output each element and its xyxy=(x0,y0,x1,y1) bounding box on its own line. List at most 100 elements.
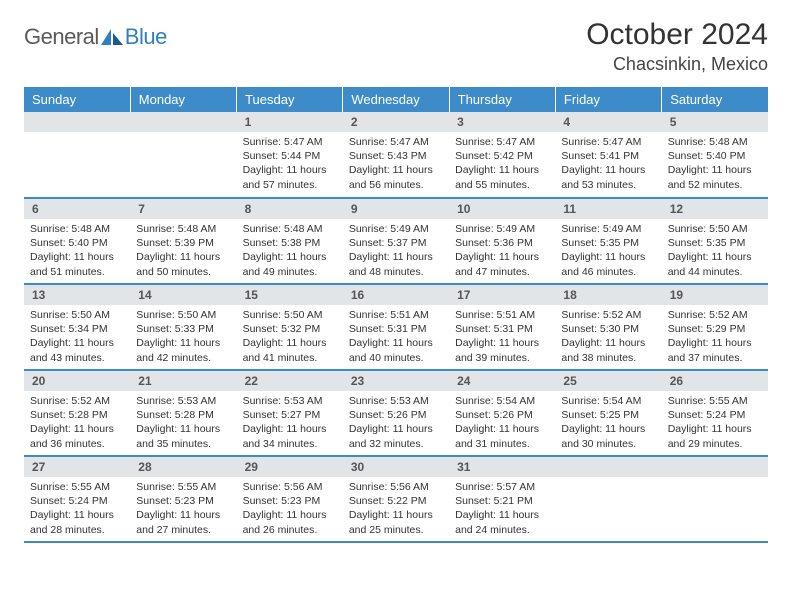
calendar-cell xyxy=(555,456,661,542)
day-number-empty xyxy=(130,112,236,132)
logo: General Blue xyxy=(24,18,167,50)
day-body: Sunrise: 5:52 AMSunset: 5:30 PMDaylight:… xyxy=(555,305,661,369)
day-body: Sunrise: 5:52 AMSunset: 5:28 PMDaylight:… xyxy=(24,391,130,455)
day-body: Sunrise: 5:50 AMSunset: 5:32 PMDaylight:… xyxy=(237,305,343,369)
day-body: Sunrise: 5:53 AMSunset: 5:27 PMDaylight:… xyxy=(237,391,343,455)
day-body: Sunrise: 5:50 AMSunset: 5:34 PMDaylight:… xyxy=(24,305,130,369)
calendar-cell: 20Sunrise: 5:52 AMSunset: 5:28 PMDayligh… xyxy=(24,370,130,456)
day-body: Sunrise: 5:54 AMSunset: 5:25 PMDaylight:… xyxy=(555,391,661,455)
calendar-row: 13Sunrise: 5:50 AMSunset: 5:34 PMDayligh… xyxy=(24,284,768,370)
day-body: Sunrise: 5:47 AMSunset: 5:43 PMDaylight:… xyxy=(343,132,449,196)
day-number: 8 xyxy=(237,199,343,219)
calendar-body: 1Sunrise: 5:47 AMSunset: 5:44 PMDaylight… xyxy=(24,112,768,542)
calendar-cell: 5Sunrise: 5:48 AMSunset: 5:40 PMDaylight… xyxy=(662,112,768,198)
calendar-cell: 28Sunrise: 5:55 AMSunset: 5:23 PMDayligh… xyxy=(130,456,236,542)
day-body: Sunrise: 5:47 AMSunset: 5:41 PMDaylight:… xyxy=(555,132,661,196)
calendar-cell: 2Sunrise: 5:47 AMSunset: 5:43 PMDaylight… xyxy=(343,112,449,198)
day-body: Sunrise: 5:49 AMSunset: 5:35 PMDaylight:… xyxy=(555,219,661,283)
calendar-cell: 26Sunrise: 5:55 AMSunset: 5:24 PMDayligh… xyxy=(662,370,768,456)
logo-text-blue: Blue xyxy=(125,24,167,50)
day-number: 11 xyxy=(555,199,661,219)
calendar-cell: 12Sunrise: 5:50 AMSunset: 5:35 PMDayligh… xyxy=(662,198,768,284)
day-number: 10 xyxy=(449,199,555,219)
day-body: Sunrise: 5:48 AMSunset: 5:38 PMDaylight:… xyxy=(237,219,343,283)
day-number: 24 xyxy=(449,371,555,391)
calendar-row: 20Sunrise: 5:52 AMSunset: 5:28 PMDayligh… xyxy=(24,370,768,456)
day-body: Sunrise: 5:55 AMSunset: 5:24 PMDaylight:… xyxy=(24,477,130,541)
location-text: Chacsinkin, Mexico xyxy=(586,54,768,75)
calendar-row: 1Sunrise: 5:47 AMSunset: 5:44 PMDaylight… xyxy=(24,112,768,198)
day-number: 30 xyxy=(343,457,449,477)
calendar-row: 27Sunrise: 5:55 AMSunset: 5:24 PMDayligh… xyxy=(24,456,768,542)
weekday-header: Saturday xyxy=(662,87,768,112)
day-number: 26 xyxy=(662,371,768,391)
day-number: 21 xyxy=(130,371,236,391)
day-body: Sunrise: 5:48 AMSunset: 5:40 PMDaylight:… xyxy=(662,132,768,196)
day-number: 5 xyxy=(662,112,768,132)
day-number: 19 xyxy=(662,285,768,305)
day-body: Sunrise: 5:55 AMSunset: 5:23 PMDaylight:… xyxy=(130,477,236,541)
calendar-cell: 25Sunrise: 5:54 AMSunset: 5:25 PMDayligh… xyxy=(555,370,661,456)
logo-text-general: General xyxy=(24,24,99,50)
calendar-cell: 16Sunrise: 5:51 AMSunset: 5:31 PMDayligh… xyxy=(343,284,449,370)
day-number: 2 xyxy=(343,112,449,132)
calendar-cell: 1Sunrise: 5:47 AMSunset: 5:44 PMDaylight… xyxy=(237,112,343,198)
calendar-cell: 19Sunrise: 5:52 AMSunset: 5:29 PMDayligh… xyxy=(662,284,768,370)
calendar-cell: 18Sunrise: 5:52 AMSunset: 5:30 PMDayligh… xyxy=(555,284,661,370)
weekday-header: Sunday xyxy=(24,87,130,112)
day-number: 6 xyxy=(24,199,130,219)
day-body: Sunrise: 5:48 AMSunset: 5:40 PMDaylight:… xyxy=(24,219,130,283)
day-number: 29 xyxy=(237,457,343,477)
day-body: Sunrise: 5:51 AMSunset: 5:31 PMDaylight:… xyxy=(449,305,555,369)
calendar-cell xyxy=(24,112,130,198)
day-number-empty xyxy=(24,112,130,132)
day-body: Sunrise: 5:56 AMSunset: 5:23 PMDaylight:… xyxy=(237,477,343,541)
day-number: 9 xyxy=(343,199,449,219)
weekday-header: Tuesday xyxy=(237,87,343,112)
day-number: 1 xyxy=(237,112,343,132)
calendar-cell: 22Sunrise: 5:53 AMSunset: 5:27 PMDayligh… xyxy=(237,370,343,456)
day-number: 18 xyxy=(555,285,661,305)
day-body: Sunrise: 5:57 AMSunset: 5:21 PMDaylight:… xyxy=(449,477,555,541)
calendar-cell: 30Sunrise: 5:56 AMSunset: 5:22 PMDayligh… xyxy=(343,456,449,542)
calendar-cell: 15Sunrise: 5:50 AMSunset: 5:32 PMDayligh… xyxy=(237,284,343,370)
day-body: Sunrise: 5:53 AMSunset: 5:26 PMDaylight:… xyxy=(343,391,449,455)
logo-sail-icon xyxy=(101,29,123,45)
day-body: Sunrise: 5:56 AMSunset: 5:22 PMDaylight:… xyxy=(343,477,449,541)
calendar-cell: 17Sunrise: 5:51 AMSunset: 5:31 PMDayligh… xyxy=(449,284,555,370)
calendar-cell: 9Sunrise: 5:49 AMSunset: 5:37 PMDaylight… xyxy=(343,198,449,284)
day-body: Sunrise: 5:52 AMSunset: 5:29 PMDaylight:… xyxy=(662,305,768,369)
weekday-header: Friday xyxy=(555,87,661,112)
day-number: 16 xyxy=(343,285,449,305)
calendar-cell: 29Sunrise: 5:56 AMSunset: 5:23 PMDayligh… xyxy=(237,456,343,542)
title-block: October 2024 Chacsinkin, Mexico xyxy=(586,18,768,75)
day-number-empty xyxy=(662,457,768,477)
calendar-cell: 6Sunrise: 5:48 AMSunset: 5:40 PMDaylight… xyxy=(24,198,130,284)
day-number: 17 xyxy=(449,285,555,305)
calendar-cell xyxy=(662,456,768,542)
day-body: Sunrise: 5:50 AMSunset: 5:33 PMDaylight:… xyxy=(130,305,236,369)
day-number: 22 xyxy=(237,371,343,391)
day-number: 23 xyxy=(343,371,449,391)
calendar-cell: 8Sunrise: 5:48 AMSunset: 5:38 PMDaylight… xyxy=(237,198,343,284)
day-number: 28 xyxy=(130,457,236,477)
day-number-empty xyxy=(555,457,661,477)
calendar-cell: 10Sunrise: 5:49 AMSunset: 5:36 PMDayligh… xyxy=(449,198,555,284)
day-body: Sunrise: 5:49 AMSunset: 5:37 PMDaylight:… xyxy=(343,219,449,283)
day-number: 3 xyxy=(449,112,555,132)
calendar-cell: 27Sunrise: 5:55 AMSunset: 5:24 PMDayligh… xyxy=(24,456,130,542)
calendar-cell: 31Sunrise: 5:57 AMSunset: 5:21 PMDayligh… xyxy=(449,456,555,542)
calendar-cell: 21Sunrise: 5:53 AMSunset: 5:28 PMDayligh… xyxy=(130,370,236,456)
calendar-cell: 23Sunrise: 5:53 AMSunset: 5:26 PMDayligh… xyxy=(343,370,449,456)
calendar-cell: 13Sunrise: 5:50 AMSunset: 5:34 PMDayligh… xyxy=(24,284,130,370)
day-number: 31 xyxy=(449,457,555,477)
day-number: 27 xyxy=(24,457,130,477)
weekday-header: Wednesday xyxy=(343,87,449,112)
calendar-cell xyxy=(130,112,236,198)
weekday-header: Thursday xyxy=(449,87,555,112)
day-number: 15 xyxy=(237,285,343,305)
month-title: October 2024 xyxy=(586,18,768,52)
calendar-cell: 4Sunrise: 5:47 AMSunset: 5:41 PMDaylight… xyxy=(555,112,661,198)
calendar-cell: 11Sunrise: 5:49 AMSunset: 5:35 PMDayligh… xyxy=(555,198,661,284)
day-body: Sunrise: 5:48 AMSunset: 5:39 PMDaylight:… xyxy=(130,219,236,283)
